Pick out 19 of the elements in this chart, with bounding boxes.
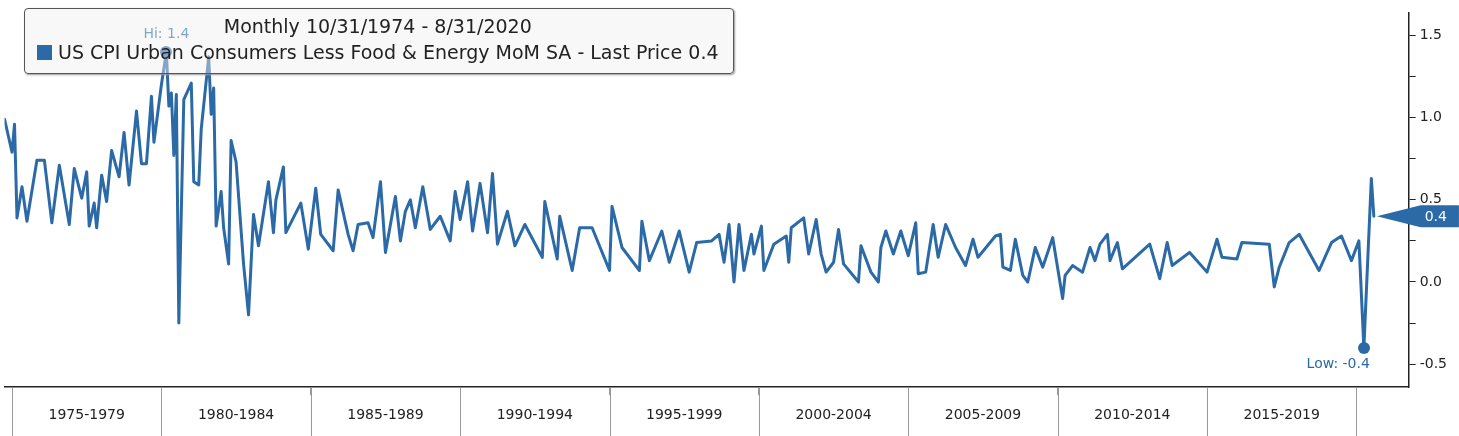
x-tick-label: 1995-1999 — [646, 406, 723, 423]
x-tick-label: 2000-2004 — [795, 406, 872, 423]
x-tick-label: 2005-2009 — [944, 406, 1022, 423]
annotation: 0.4 — [1424, 207, 1448, 224]
x-tick-label: 1985-1989 — [347, 406, 424, 423]
x-tick-label: 1990-1994 — [496, 406, 574, 423]
annotation: Hi: 1.4 — [143, 25, 190, 42]
y-tick-label: 0.0 — [1419, 272, 1442, 289]
x-tick-label: 2015-2019 — [1243, 406, 1320, 423]
y-tick-label: 1.0 — [1419, 108, 1442, 125]
y-tick-label: 1.5 — [1419, 26, 1442, 43]
x-tick-label: 2010-2014 — [1094, 406, 1171, 423]
x-tick-label: 1975-1979 — [48, 406, 125, 423]
y-tick-label: -0.5 — [1419, 354, 1448, 371]
legend-label: US CPI Urban Consumers Less Food & Energy MoM SA - Last Price 0.4 — [58, 40, 719, 65]
annotation: Low: -0.4 — [1306, 355, 1370, 372]
y-tick-label: 0.5 — [1419, 190, 1442, 207]
chart-title: Monthly 10/31/1974 - 8/31/2020 — [223, 15, 532, 37]
x-tick-label: 1980-1984 — [197, 406, 275, 423]
